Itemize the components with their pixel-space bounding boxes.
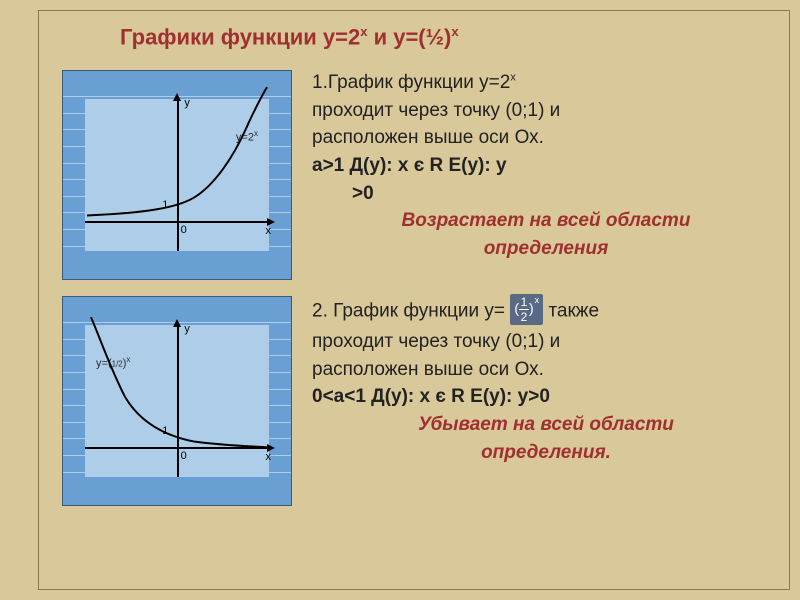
graph-1: y x 0 1 y=2x xyxy=(62,70,292,280)
title-exp2: x xyxy=(451,24,458,39)
section-2-text: 2. График функции y= (12)x также проходи… xyxy=(312,296,780,467)
s1-emphasis2: определения xyxy=(312,236,780,262)
graph-2: y x 0 1 y=(1/2)x xyxy=(62,296,292,506)
s2-emphasis2: определения. xyxy=(312,440,780,466)
fraction-half-icon: (12)x xyxy=(510,294,543,325)
s1-emphasis1: Возрастает на всей области xyxy=(312,208,780,234)
curve-2 xyxy=(85,325,269,477)
s1-line3: расположен выше оси Ох. xyxy=(312,125,780,151)
title-pre: Графики функции y=2 xyxy=(120,24,360,49)
s2-line3: расположен выше оси Ох. xyxy=(312,357,780,383)
row-2: y x 0 1 y=(1/2)x 2. График функции y= (1… xyxy=(62,296,780,506)
s1-line4: a>1 Д(y): x є R E(y): y xyxy=(312,153,780,179)
s1-line4b: >0 xyxy=(312,181,780,207)
slide-title: Графики функции y=2x и y=(½)x xyxy=(120,24,459,50)
s1-line1: 1.График функции y=2 xyxy=(312,72,510,93)
s2-emphasis1: Убывает на всей области xyxy=(312,412,780,438)
content-area: y x 0 1 y=2x 1.График функции y=2x прохо… xyxy=(62,70,780,582)
s2-line1-pre: 2. График функции y= xyxy=(312,301,505,322)
graph-2-plot: y x 0 1 y=(1/2)x xyxy=(85,325,269,477)
graph-1-plot: y x 0 1 y=2x xyxy=(85,99,269,251)
row-1: y x 0 1 y=2x 1.График функции y=2x прохо… xyxy=(62,70,780,280)
title-mid: и y=(½) xyxy=(367,24,451,49)
s1-line2: проходит через точку (0;1) и xyxy=(312,98,780,124)
s2-line2: проходит через точку (0;1) и xyxy=(312,329,780,355)
s2-line4: 0<а<1 Д(y): x є R E(y): y>0 xyxy=(312,384,780,410)
curve-1 xyxy=(85,99,269,251)
s2-line1-post: также xyxy=(548,301,599,322)
section-1-text: 1.График функции y=2x проходит через точ… xyxy=(312,70,780,263)
